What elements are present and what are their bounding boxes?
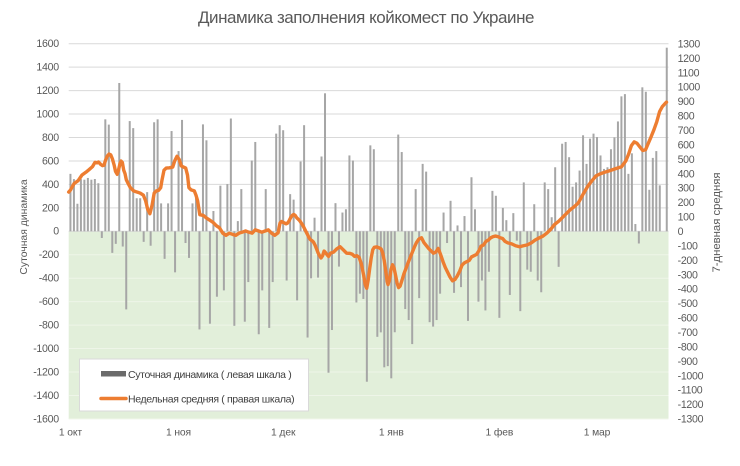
svg-text:300: 300 <box>678 183 695 195</box>
svg-text:600: 600 <box>42 155 59 167</box>
svg-text:-700: -700 <box>678 327 698 339</box>
svg-text:-800: -800 <box>39 320 59 332</box>
svg-text:1200: 1200 <box>678 53 701 65</box>
svg-text:200: 200 <box>42 202 59 214</box>
svg-text:-100: -100 <box>678 240 698 252</box>
svg-text:-1000: -1000 <box>33 343 59 355</box>
svg-text:Недельная средняя ( правая шка: Недельная средняя ( правая шкала) <box>128 393 294 405</box>
svg-text:7-дневная средняя: 7-дневная средняя <box>711 173 723 273</box>
svg-text:400: 400 <box>42 179 59 191</box>
svg-text:100: 100 <box>678 212 695 224</box>
svg-text:Суточная динамика: Суточная динамика <box>19 179 30 274</box>
svg-text:-800: -800 <box>678 341 698 353</box>
svg-text:1 янв: 1 янв <box>379 428 404 439</box>
svg-text:1 мар: 1 мар <box>584 428 611 439</box>
svg-text:-900: -900 <box>678 356 698 368</box>
svg-text:-400: -400 <box>678 284 698 296</box>
svg-text:-1300: -1300 <box>678 414 704 426</box>
svg-text:-200: -200 <box>678 255 698 267</box>
svg-text:800: 800 <box>42 132 59 144</box>
svg-text:-500: -500 <box>678 298 698 310</box>
svg-text:Динамика заполнения койкомест: Динамика заполнения койкомест по Украине <box>198 8 534 27</box>
svg-text:0: 0 <box>53 226 59 238</box>
svg-text:Суточная динамика ( левая шкал: Суточная динамика ( левая шкала ) <box>128 369 291 381</box>
svg-text:-200: -200 <box>39 249 59 261</box>
svg-text:-400: -400 <box>39 273 59 285</box>
svg-text:600: 600 <box>678 139 695 151</box>
svg-text:1000: 1000 <box>36 109 59 121</box>
svg-text:-1600: -1600 <box>33 413 59 425</box>
svg-text:1100: 1100 <box>678 67 700 79</box>
svg-text:-1100: -1100 <box>678 385 703 397</box>
svg-text:-1000: -1000 <box>678 370 704 382</box>
svg-text:1 дек: 1 дек <box>271 428 296 439</box>
svg-text:900: 900 <box>678 96 695 108</box>
svg-text:400: 400 <box>678 168 695 180</box>
svg-text:1400: 1400 <box>36 62 59 74</box>
svg-text:1 ноя: 1 ноя <box>166 428 191 439</box>
svg-text:500: 500 <box>678 154 695 166</box>
svg-text:700: 700 <box>678 125 695 137</box>
svg-text:1000: 1000 <box>678 82 701 94</box>
svg-text:-600: -600 <box>678 313 698 325</box>
svg-text:1600: 1600 <box>36 38 59 50</box>
svg-text:-1200: -1200 <box>33 366 59 378</box>
svg-text:1300: 1300 <box>678 38 701 50</box>
svg-text:1 окт: 1 окт <box>59 428 83 439</box>
svg-text:1 фев: 1 фев <box>486 427 514 439</box>
svg-text:-600: -600 <box>39 296 59 308</box>
svg-text:-1200: -1200 <box>678 399 704 411</box>
svg-text:200: 200 <box>678 197 695 209</box>
svg-text:1200: 1200 <box>36 85 59 97</box>
svg-text:800: 800 <box>678 111 695 123</box>
svg-text:-300: -300 <box>678 269 698 281</box>
svg-text:-1400: -1400 <box>33 390 59 402</box>
svg-text:0: 0 <box>678 226 684 238</box>
